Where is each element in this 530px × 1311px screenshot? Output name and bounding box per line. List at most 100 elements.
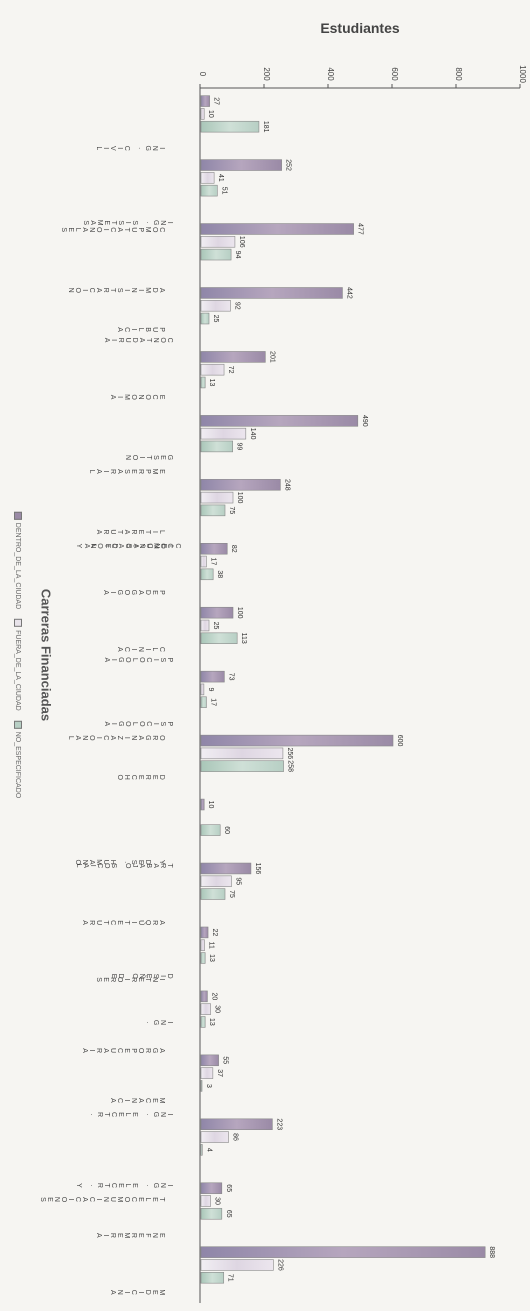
legend-label-fuera: FUERA_DE_LA_CIUDAD <box>14 630 22 711</box>
category-label: MEDICINA <box>111 1240 165 1296</box>
bar-fuera-de-la-ciudad <box>200 747 284 760</box>
value-label: 248 <box>283 479 290 491</box>
bar-no-especificado <box>200 760 284 772</box>
x-tick-label: 0 <box>198 72 207 77</box>
value-label: 75 <box>228 890 235 898</box>
bar-dentro-de-la-ciudad <box>200 479 281 491</box>
bar-no-especificado <box>200 888 226 900</box>
legend-title: Carreras Financiadas <box>38 588 54 722</box>
bar-no-especificado <box>200 120 260 133</box>
bar-dentro-de-la-ciudad <box>200 862 252 875</box>
category-label: ECONOMIA <box>111 345 165 401</box>
value-label: 442 <box>345 287 352 299</box>
value-label: 51 <box>220 187 227 195</box>
legend: DENTRO_DE_LA_CIUDAD FUERA_DE_LA_CIUDAD N… <box>14 511 22 799</box>
bar-dentro-de-la-ciudad <box>200 1054 219 1067</box>
value-label: 100 <box>236 492 243 504</box>
value-label: 140 <box>249 428 256 440</box>
value-label: 94 <box>234 251 241 259</box>
bar-no-especificado <box>200 184 218 197</box>
value-label: 55 <box>222 1056 229 1064</box>
value-label: 25 <box>212 622 219 630</box>
value-label: 226 <box>276 1259 283 1271</box>
value-label: 38 <box>216 570 223 578</box>
bar-fuera-de-la-ciudad <box>200 683 205 696</box>
x-tick-label: 400 <box>326 67 335 81</box>
bar-fuera-de-la-ciudad <box>200 1259 274 1271</box>
bar-dentro-de-la-ciudad <box>200 734 394 747</box>
category-label: ARQUITECTURA <box>83 842 165 926</box>
value-label: 60 <box>223 826 230 834</box>
value-label: 201 <box>268 351 275 363</box>
bar-dentro-de-la-ciudad <box>200 990 208 1003</box>
bar-no-especificado <box>200 1016 206 1028</box>
chart-title: Estudiantes <box>320 20 400 36</box>
legend-label-dentro: DENTRO_DE_LA_CIUDAD <box>14 522 22 610</box>
bar-dentro-de-la-ciudad <box>200 1182 223 1194</box>
value-label: 10 <box>207 110 214 118</box>
value-label: 25 <box>212 315 219 323</box>
bar-no-especificado <box>200 440 233 453</box>
bar-dentro-de-la-ciudad <box>200 606 234 619</box>
bar-no-especificado <box>200 696 207 708</box>
value-label: 65 <box>225 1184 232 1192</box>
bar-dentro-de-la-ciudad <box>200 926 209 939</box>
value-label: 17 <box>209 698 216 706</box>
x-tick-label: 1000 <box>518 65 527 83</box>
legend-item-no-especificado: NO_ESPECIFICADO <box>14 720 22 799</box>
legend-swatch-no-especificado <box>14 720 22 729</box>
category-label: ING. CIVIL <box>97 82 165 152</box>
value-label: 99 <box>236 443 243 451</box>
bar-fuera-de-la-ciudad <box>200 172 215 184</box>
value-label: 73 <box>227 673 234 681</box>
bar-fuera-de-la-ciudad <box>200 1067 214 1079</box>
value-label: 86 <box>232 1133 239 1141</box>
category-label: CONTADURIAPUBLICA <box>105 274 173 344</box>
bar-dentro-de-la-ciudad <box>200 95 210 107</box>
value-label: 252 <box>285 159 292 171</box>
legend-label-no-especificado: NO_ESPECIFICADO <box>14 731 22 799</box>
bar-dentro-de-la-ciudad <box>200 223 354 235</box>
bar-dentro-de-la-ciudad <box>200 543 228 555</box>
bar-no-especificado <box>200 376 206 389</box>
value-label: 258 <box>287 760 294 772</box>
bar-fuera-de-la-ciudad <box>200 300 231 312</box>
bar-no-especificado <box>200 568 214 581</box>
value-label: 13 <box>208 1018 215 1026</box>
bar-fuera-de-la-ciudad <box>200 108 205 120</box>
bar-dentro-de-la-ciudad <box>200 1246 486 1258</box>
category-label: DERECHO <box>118 732 165 781</box>
bar-dentro-de-la-ciudad <box>200 415 359 427</box>
bar-no-especificado <box>200 632 238 645</box>
bar-no-especificado <box>200 312 210 325</box>
value-label: 4 <box>205 1148 212 1152</box>
value-label: 65 <box>225 1210 232 1218</box>
value-label: 490 <box>361 415 368 427</box>
legend-item-dentro: DENTRO_DE_LA_CIUDAD <box>14 511 22 610</box>
bar-fuera-de-la-ciudad <box>200 1003 211 1015</box>
category-label: PSICOLOGIAORGANIZACIONAL <box>69 643 173 741</box>
value-label: 22 <box>211 929 218 937</box>
category-label: PEDAGOGIA <box>104 533 165 596</box>
bar-fuera-de-la-ciudad <box>200 1131 229 1143</box>
value-label: 256 <box>286 748 293 760</box>
value-label: 71 <box>227 1274 234 1282</box>
value-label: 30 <box>214 1005 221 1013</box>
bar-fuera-de-la-ciudad <box>200 236 236 248</box>
bar-no-especificado <box>200 248 232 261</box>
legend-swatch-fuera <box>14 619 22 628</box>
value-label: 888 <box>488 1246 495 1258</box>
x-tick-label: 600 <box>390 67 399 81</box>
value-label: 3 <box>205 1084 212 1088</box>
bar-fuera-de-la-ciudad <box>200 363 225 376</box>
value-label: 95 <box>234 877 241 885</box>
bar-fuera-de-la-ciudad <box>200 491 234 504</box>
legend-swatch-dentro <box>14 511 22 520</box>
value-label: 100 <box>236 607 243 619</box>
value-label: 113 <box>240 633 247 644</box>
x-tick-label: 800 <box>454 67 463 81</box>
value-label: 13 <box>208 954 215 962</box>
value-label: 600 <box>396 735 403 747</box>
bar-no-especificado <box>200 824 221 836</box>
value-label: 106 <box>238 236 245 248</box>
